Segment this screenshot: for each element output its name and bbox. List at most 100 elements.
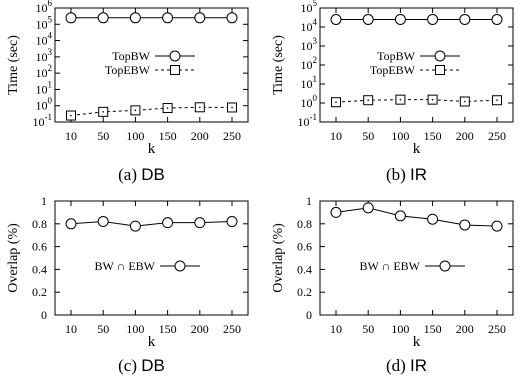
legend-marker bbox=[439, 260, 451, 272]
data-point-center bbox=[399, 98, 402, 101]
caption-name: DB bbox=[141, 356, 165, 375]
y-tick-label: 106 bbox=[36, 0, 53, 15]
plot-frame bbox=[54, 7, 249, 123]
y-tick-label: 10-1 bbox=[298, 112, 318, 129]
x-tick-label: 250 bbox=[223, 322, 241, 336]
y-tick-label: 105 bbox=[301, 0, 318, 15]
legend-label: TopEBW bbox=[105, 63, 151, 77]
y-tick-label: 0.4 bbox=[32, 262, 47, 276]
panel-caption: (b) IR bbox=[386, 165, 427, 184]
data-point-center bbox=[199, 106, 201, 109]
data-point bbox=[65, 218, 77, 230]
x-tick-label: 50 bbox=[97, 129, 109, 143]
data-point-center bbox=[134, 109, 137, 112]
series-bw-ebw bbox=[330, 202, 503, 232]
caption-name: DB bbox=[141, 165, 165, 184]
series-topebw bbox=[331, 94, 502, 108]
data-point-center bbox=[166, 107, 169, 109]
y-axis-label: Overlap (%) bbox=[6, 223, 21, 293]
x-tick-label: 250 bbox=[223, 129, 241, 143]
y-tick-exponent: 2 bbox=[313, 55, 318, 65]
data-point bbox=[427, 213, 439, 225]
y-tick-label: 0.2 bbox=[297, 285, 312, 299]
y-tick-label: 0.8 bbox=[32, 217, 47, 231]
y-tick-label: 100 bbox=[36, 96, 53, 113]
series-topebw bbox=[66, 102, 237, 121]
data-point-center bbox=[335, 101, 337, 104]
data-point-center bbox=[496, 99, 498, 102]
y-tick-exponent: 3 bbox=[48, 47, 53, 57]
x-tick-label: 150 bbox=[424, 129, 442, 143]
series-topbw bbox=[330, 13, 503, 25]
panel-caption: (a) DB bbox=[118, 165, 165, 184]
data-point bbox=[491, 13, 503, 25]
y-tick-label: 102 bbox=[36, 63, 53, 80]
data-point-center bbox=[231, 106, 233, 109]
y-tick-exponent: 4 bbox=[48, 31, 53, 41]
data-point-center bbox=[464, 100, 466, 103]
x-tick-label: 100 bbox=[126, 129, 144, 143]
y-tick-label: 1 bbox=[41, 194, 47, 208]
data-point bbox=[129, 12, 141, 24]
x-tick-label: 150 bbox=[159, 129, 177, 143]
x-tick-label: 100 bbox=[126, 322, 144, 336]
data-point bbox=[65, 12, 77, 24]
y-tick-label: 100 bbox=[301, 93, 318, 110]
x-tick-label: 200 bbox=[191, 322, 209, 336]
caption-letter: (c) bbox=[118, 356, 137, 375]
data-point-center bbox=[70, 114, 72, 117]
x-tick-label: 200 bbox=[191, 129, 209, 143]
y-tick-exponent: 0 bbox=[313, 93, 318, 103]
legend-label: BW ∩ EBW bbox=[95, 259, 156, 273]
data-point bbox=[394, 210, 406, 222]
data-point bbox=[362, 202, 374, 214]
caption-letter: (b) bbox=[386, 165, 406, 184]
y-tick-exponent: 4 bbox=[313, 17, 318, 27]
x-tick-label: 200 bbox=[456, 129, 474, 143]
x-axis-label: k bbox=[148, 141, 156, 157]
y-axis-label: Overlap (%) bbox=[271, 223, 286, 293]
data-point bbox=[394, 13, 406, 25]
panel-caption: (c) DB bbox=[118, 356, 165, 375]
x-tick-label: 250 bbox=[488, 322, 506, 336]
data-point bbox=[226, 12, 238, 24]
data-point bbox=[459, 13, 471, 25]
data-point bbox=[97, 12, 109, 24]
y-tick-label: 101 bbox=[36, 79, 53, 96]
series-line bbox=[335, 207, 498, 227]
y-tick-label: 103 bbox=[301, 36, 318, 53]
legend-marker bbox=[435, 65, 445, 75]
data-point bbox=[427, 13, 439, 25]
y-tick-label: 0.6 bbox=[297, 240, 312, 254]
data-point bbox=[330, 206, 342, 218]
y-tick-label: 101 bbox=[301, 74, 318, 91]
chart-panel-d: 0 0.2 0.4 0.6 0.8 1 10 50 100 150 200 250 k Overlap (… bbox=[271, 194, 514, 375]
data-point bbox=[129, 220, 141, 232]
y-tick-label: 102 bbox=[301, 55, 318, 72]
y-tick-exponent: 1 bbox=[48, 79, 53, 89]
y-tick-exponent: 5 bbox=[313, 0, 318, 8]
y-tick-label: 104 bbox=[36, 31, 53, 48]
x-tick-label: 50 bbox=[362, 322, 374, 336]
caption-letter: (a) bbox=[118, 165, 137, 184]
y-tick-label: 0 bbox=[306, 308, 312, 322]
legend-label: TopBW bbox=[112, 49, 150, 63]
chart-panel-c: 0 0.2 0.4 0.6 0.8 1 10 50 100 150 200 250 k Overlap (… bbox=[6, 194, 249, 375]
data-point bbox=[459, 219, 471, 231]
y-tick-exponent: 1 bbox=[313, 74, 318, 84]
panel-caption: (d) IR bbox=[386, 356, 427, 375]
x-tick-label: 100 bbox=[391, 129, 409, 143]
y-tick-exponent: 3 bbox=[313, 36, 318, 46]
x-tick-label: 150 bbox=[424, 322, 442, 336]
data-point bbox=[491, 220, 503, 232]
legend-marker bbox=[434, 50, 446, 62]
y-tick-exponent: -1 bbox=[310, 112, 318, 122]
series-bw-ebw bbox=[65, 216, 238, 232]
data-point bbox=[194, 217, 206, 229]
y-tick-label: 0.6 bbox=[32, 240, 47, 254]
y-tick-exponent: 2 bbox=[48, 63, 53, 73]
plot-frame bbox=[54, 200, 249, 316]
y-axis-label: Time (sec) bbox=[6, 35, 21, 95]
